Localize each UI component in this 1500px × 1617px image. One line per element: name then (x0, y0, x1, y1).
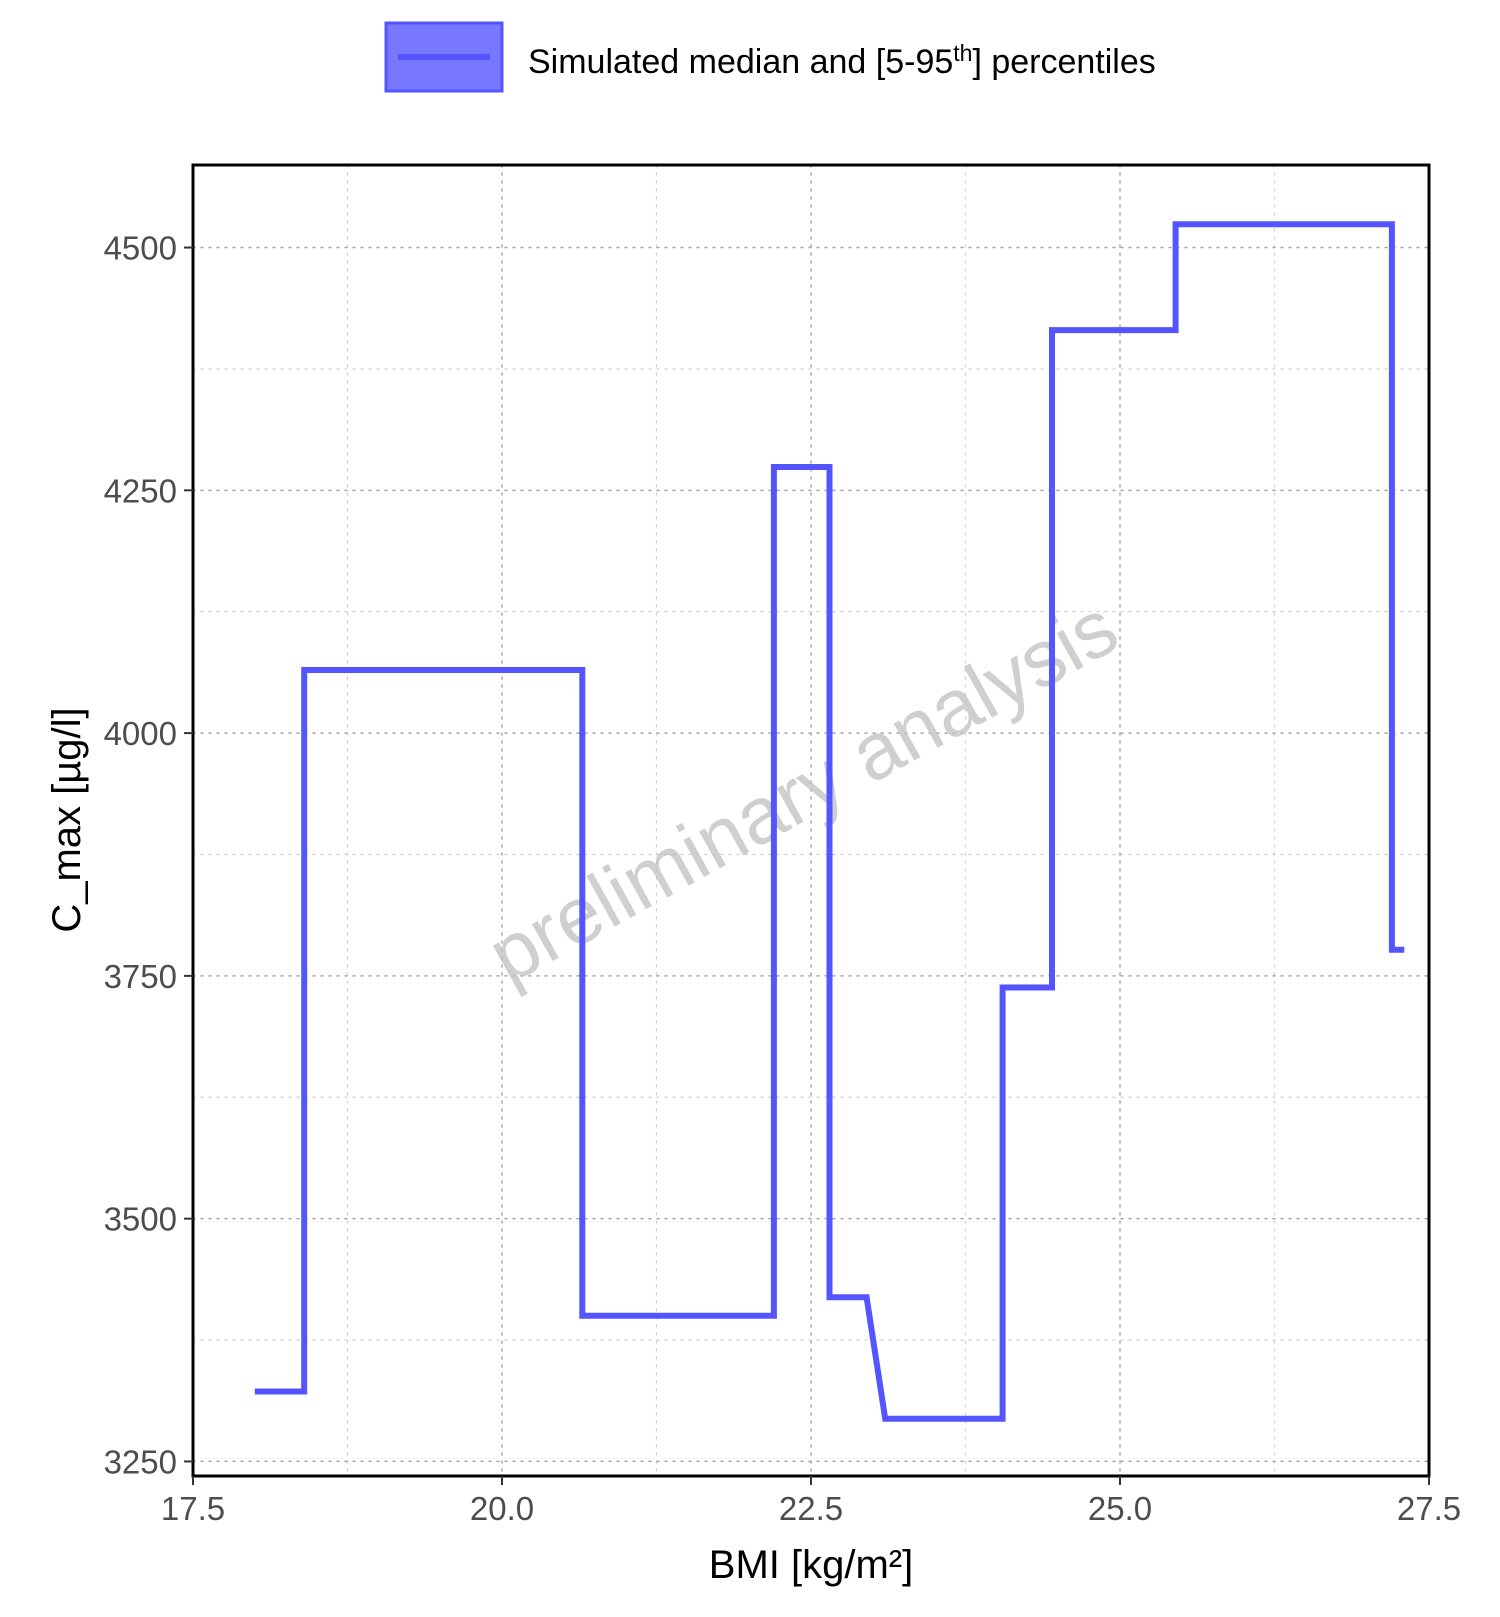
y-axis-title: C_max [µg/l] (45, 707, 89, 932)
x-tick-label: 25.0 (1088, 1490, 1152, 1527)
series-layer (254, 221, 1405, 1422)
y-tick-label: 4000 (104, 715, 177, 752)
watermark-layer: preliminary analysis (474, 582, 1132, 1000)
legend-label-end: ] percentiles (972, 43, 1155, 81)
legend-label-main: Simulated median and [5-95 (528, 43, 953, 81)
y-tick-label: 3750 (104, 958, 177, 995)
x-tick-label: 27.5 (1397, 1490, 1461, 1527)
x-tick-label: 17.5 (161, 1490, 225, 1527)
y-tick-label: 4250 (104, 472, 177, 509)
legend-label-superscript: th (953, 40, 972, 66)
y-tick-label: 4500 (104, 230, 177, 267)
x-axis-title: BMI [kg/m²] (709, 1543, 913, 1587)
legend-label: Simulated median and [5-95th] percentile… (528, 40, 1156, 81)
axes: 17.5 20.0 22.5 25.0 27.5 3250 3500 3750 4000 4250… (104, 230, 1462, 1527)
legend: Simulated median and [5-95th] percentile… (384, 21, 1156, 93)
watermark: preliminary analysis (474, 582, 1132, 1000)
y-tick-label: 3500 (104, 1201, 177, 1238)
series-line (254, 221, 1405, 1422)
x-tick-label: 22.5 (779, 1490, 843, 1527)
x-tick-label: 20.0 (470, 1490, 534, 1527)
y-tick-label: 3250 (104, 1443, 177, 1480)
